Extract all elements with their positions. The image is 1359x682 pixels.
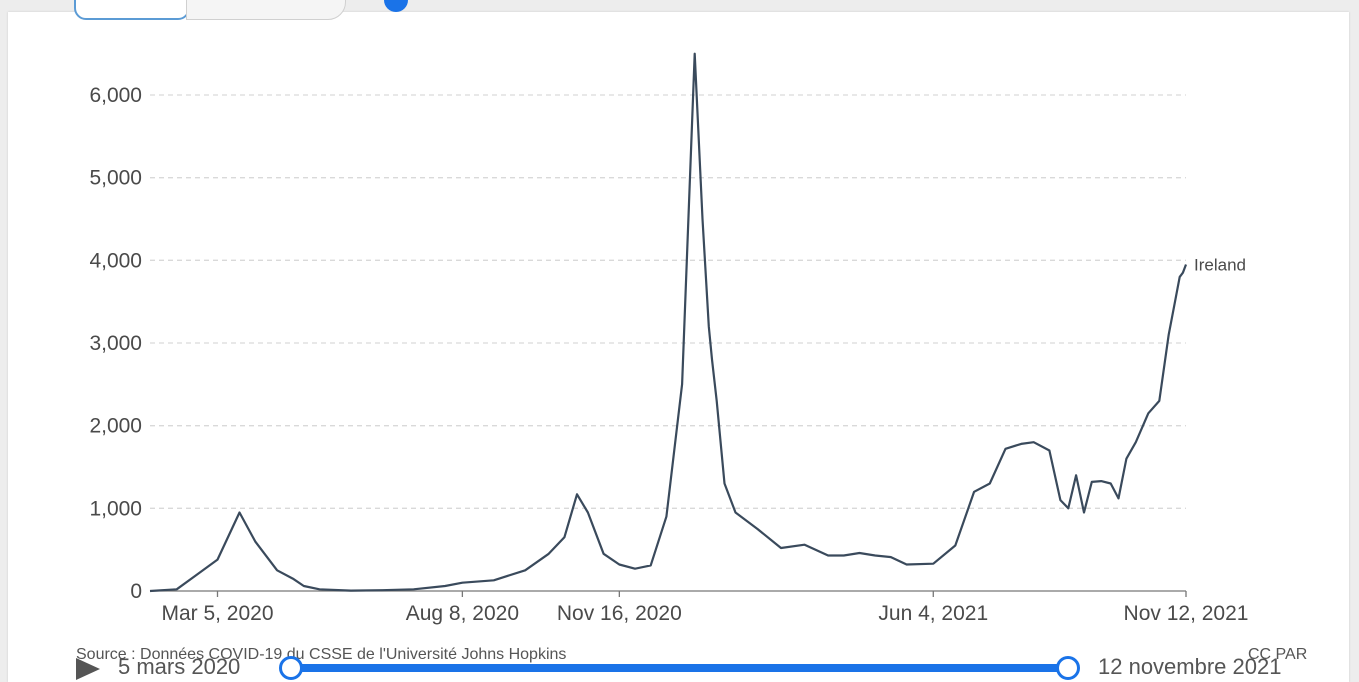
source-caption: Source : Données COVID-19 du CSSE de l'U… [76, 646, 567, 663]
y-tick-label: 4,000 [89, 249, 142, 272]
timeline-slider: 5 mars 2020 12 novembre 2021 [0, 650, 1359, 682]
y-tick-label: 5,000 [89, 167, 142, 190]
y-tick-label: 1,000 [89, 497, 142, 520]
grid-lines [150, 94, 1186, 509]
series-layer: Ireland [149, 52, 1246, 593]
radio-selected-icon[interactable] [384, 0, 408, 12]
license-link[interactable]: CC PAR [1248, 646, 1308, 663]
top-controls [0, 0, 1359, 22]
slider-start-handle[interactable] [279, 656, 303, 680]
slider-track[interactable] [290, 664, 1068, 672]
slider-end-handle[interactable] [1056, 656, 1080, 680]
x-axis: Mar 5, 2020 Aug 8, 2020 Nov 16, 2020 Jun 4,… [150, 590, 1249, 625]
x-tick-label: Jun 4, 2021 [878, 602, 988, 625]
chart-card [8, 12, 1349, 682]
y-tick-label: 0 [130, 580, 142, 603]
x-tick-label: Nov 16, 2020 [557, 602, 682, 625]
y-tick-label: 6,000 [89, 84, 142, 107]
x-tick-label: Aug 8, 2020 [406, 602, 519, 625]
series-label: Ireland [1194, 255, 1246, 274]
x-tick-label: Mar 5, 2020 [161, 602, 273, 625]
y-axis: 0 1,000 2,000 3,000 4,000 5,000 6,000 [89, 84, 142, 603]
play-icon[interactable] [76, 658, 100, 680]
y-tick-label: 3,000 [89, 332, 142, 355]
x-tick-label: Nov 12, 2021 [1124, 602, 1249, 625]
series-line-ireland[interactable] [149, 52, 1188, 593]
timeline-end-date: 12 novembre 2021 [1098, 654, 1282, 679]
timeline-start-date: 5 mars 2020 [118, 654, 241, 679]
y-tick-label: 2,000 [89, 415, 142, 438]
